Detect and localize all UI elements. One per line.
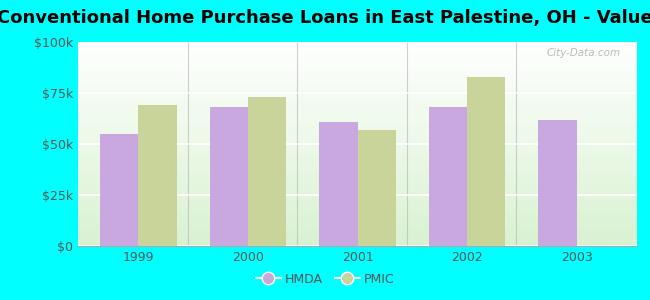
Text: City-Data.com: City-Data.com bbox=[546, 48, 620, 58]
Legend: HMDA, PMIC: HMDA, PMIC bbox=[251, 268, 399, 291]
Bar bbox=[429, 107, 467, 246]
Bar bbox=[209, 107, 248, 246]
Bar bbox=[538, 119, 577, 246]
Bar bbox=[138, 105, 177, 246]
Bar bbox=[467, 77, 506, 246]
Bar bbox=[319, 122, 358, 246]
Bar bbox=[248, 97, 286, 246]
Bar bbox=[358, 130, 396, 246]
Text: Conventional Home Purchase Loans in East Palestine, OH - Value: Conventional Home Purchase Loans in East… bbox=[0, 9, 650, 27]
Bar bbox=[100, 134, 138, 246]
